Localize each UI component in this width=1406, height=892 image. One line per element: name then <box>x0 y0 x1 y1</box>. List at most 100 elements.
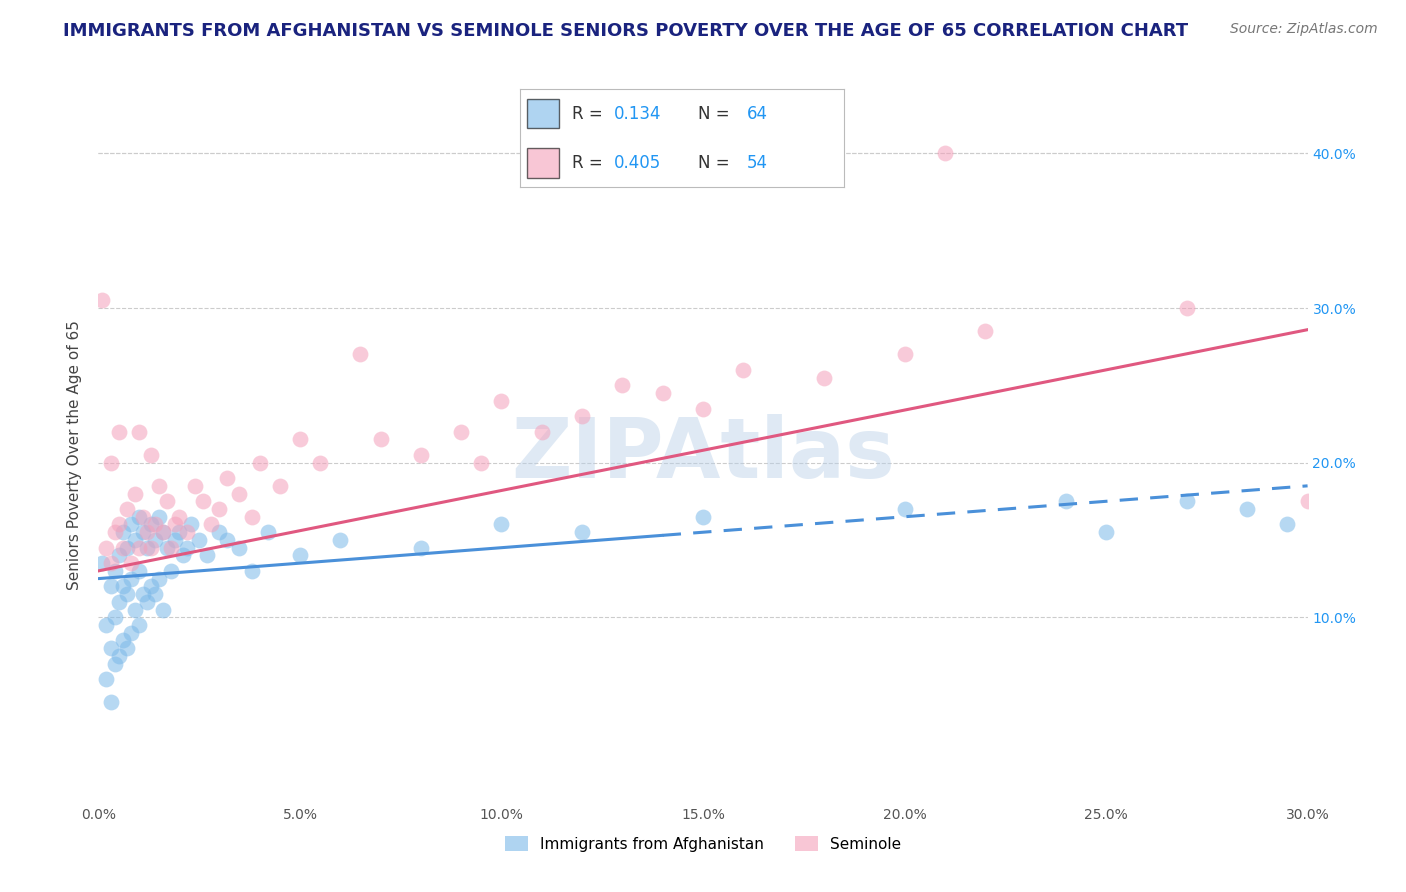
Point <box>217 533 239 547</box>
Point <box>96 672 118 686</box>
Point <box>329 533 352 547</box>
Point <box>111 579 134 593</box>
Point <box>115 641 138 656</box>
Point <box>135 541 157 555</box>
Point <box>148 572 170 586</box>
Point <box>100 641 122 656</box>
Point <box>107 648 129 663</box>
Point <box>135 525 157 540</box>
Point <box>128 425 150 439</box>
Point <box>571 525 593 540</box>
Point <box>208 502 231 516</box>
Text: ZIPAtlas: ZIPAtlas <box>510 415 896 495</box>
Point <box>217 471 239 485</box>
Point <box>813 370 835 384</box>
Point <box>91 293 114 308</box>
Point <box>152 602 174 616</box>
Point <box>100 556 122 570</box>
Point <box>893 347 915 361</box>
Point <box>651 386 673 401</box>
Point <box>111 541 134 555</box>
Point <box>692 509 714 524</box>
Point <box>228 486 250 500</box>
Point <box>124 533 146 547</box>
Point <box>188 533 211 547</box>
Point <box>143 517 166 532</box>
Point <box>309 456 332 470</box>
Point <box>491 517 513 532</box>
Text: R =: R = <box>572 153 607 172</box>
Point <box>470 456 492 470</box>
Point <box>167 525 190 540</box>
Point <box>450 425 472 439</box>
Point <box>200 517 222 532</box>
Point <box>1236 502 1258 516</box>
Point <box>124 486 146 500</box>
Point <box>193 494 215 508</box>
Text: 54: 54 <box>747 153 768 172</box>
Point <box>139 579 162 593</box>
Point <box>120 517 142 532</box>
Text: N =: N = <box>699 104 735 123</box>
Point <box>96 618 118 632</box>
Point <box>103 564 125 578</box>
Point <box>612 378 634 392</box>
Point <box>733 363 755 377</box>
Point <box>156 541 179 555</box>
Point <box>103 525 125 540</box>
Text: N =: N = <box>699 153 735 172</box>
Point <box>571 409 593 424</box>
Point <box>160 541 183 555</box>
Point <box>1095 525 1118 540</box>
Point <box>115 541 138 555</box>
Point <box>1175 494 1198 508</box>
Point <box>115 502 138 516</box>
Point <box>107 595 129 609</box>
Point <box>143 587 166 601</box>
Point <box>167 509 190 524</box>
Point <box>370 433 392 447</box>
Point <box>128 564 150 578</box>
Y-axis label: Seniors Poverty Over the Age of 65: Seniors Poverty Over the Age of 65 <box>67 320 83 590</box>
Point <box>100 579 122 593</box>
Point <box>148 509 170 524</box>
Point <box>160 564 183 578</box>
Point <box>115 587 138 601</box>
Point <box>107 517 129 532</box>
Text: 0.405: 0.405 <box>614 153 661 172</box>
Point <box>107 425 129 439</box>
Point <box>256 525 278 540</box>
Point <box>1054 494 1077 508</box>
Point <box>156 494 179 508</box>
Text: IMMIGRANTS FROM AFGHANISTAN VS SEMINOLE SENIORS POVERTY OVER THE AGE OF 65 CORRE: IMMIGRANTS FROM AFGHANISTAN VS SEMINOLE … <box>63 22 1188 40</box>
Point <box>269 479 291 493</box>
Point <box>143 533 166 547</box>
Point <box>228 541 250 555</box>
Text: 64: 64 <box>747 104 768 123</box>
Point <box>530 425 553 439</box>
Point <box>176 525 198 540</box>
Point <box>934 146 956 161</box>
Point <box>240 564 263 578</box>
Point <box>120 625 142 640</box>
Point <box>249 456 271 470</box>
Point <box>176 541 198 555</box>
Point <box>107 549 129 563</box>
Text: 0.134: 0.134 <box>614 104 661 123</box>
Point <box>139 517 162 532</box>
Point <box>132 587 155 601</box>
Point <box>163 517 186 532</box>
Point <box>111 525 134 540</box>
Point <box>409 448 432 462</box>
Point <box>96 541 118 555</box>
Point <box>128 618 150 632</box>
Point <box>128 509 150 524</box>
FancyBboxPatch shape <box>527 148 560 178</box>
Point <box>120 556 142 570</box>
Point <box>91 556 114 570</box>
Point <box>139 448 162 462</box>
Point <box>409 541 432 555</box>
Point <box>1277 517 1299 532</box>
Text: R =: R = <box>572 104 607 123</box>
Text: Source: ZipAtlas.com: Source: ZipAtlas.com <box>1230 22 1378 37</box>
